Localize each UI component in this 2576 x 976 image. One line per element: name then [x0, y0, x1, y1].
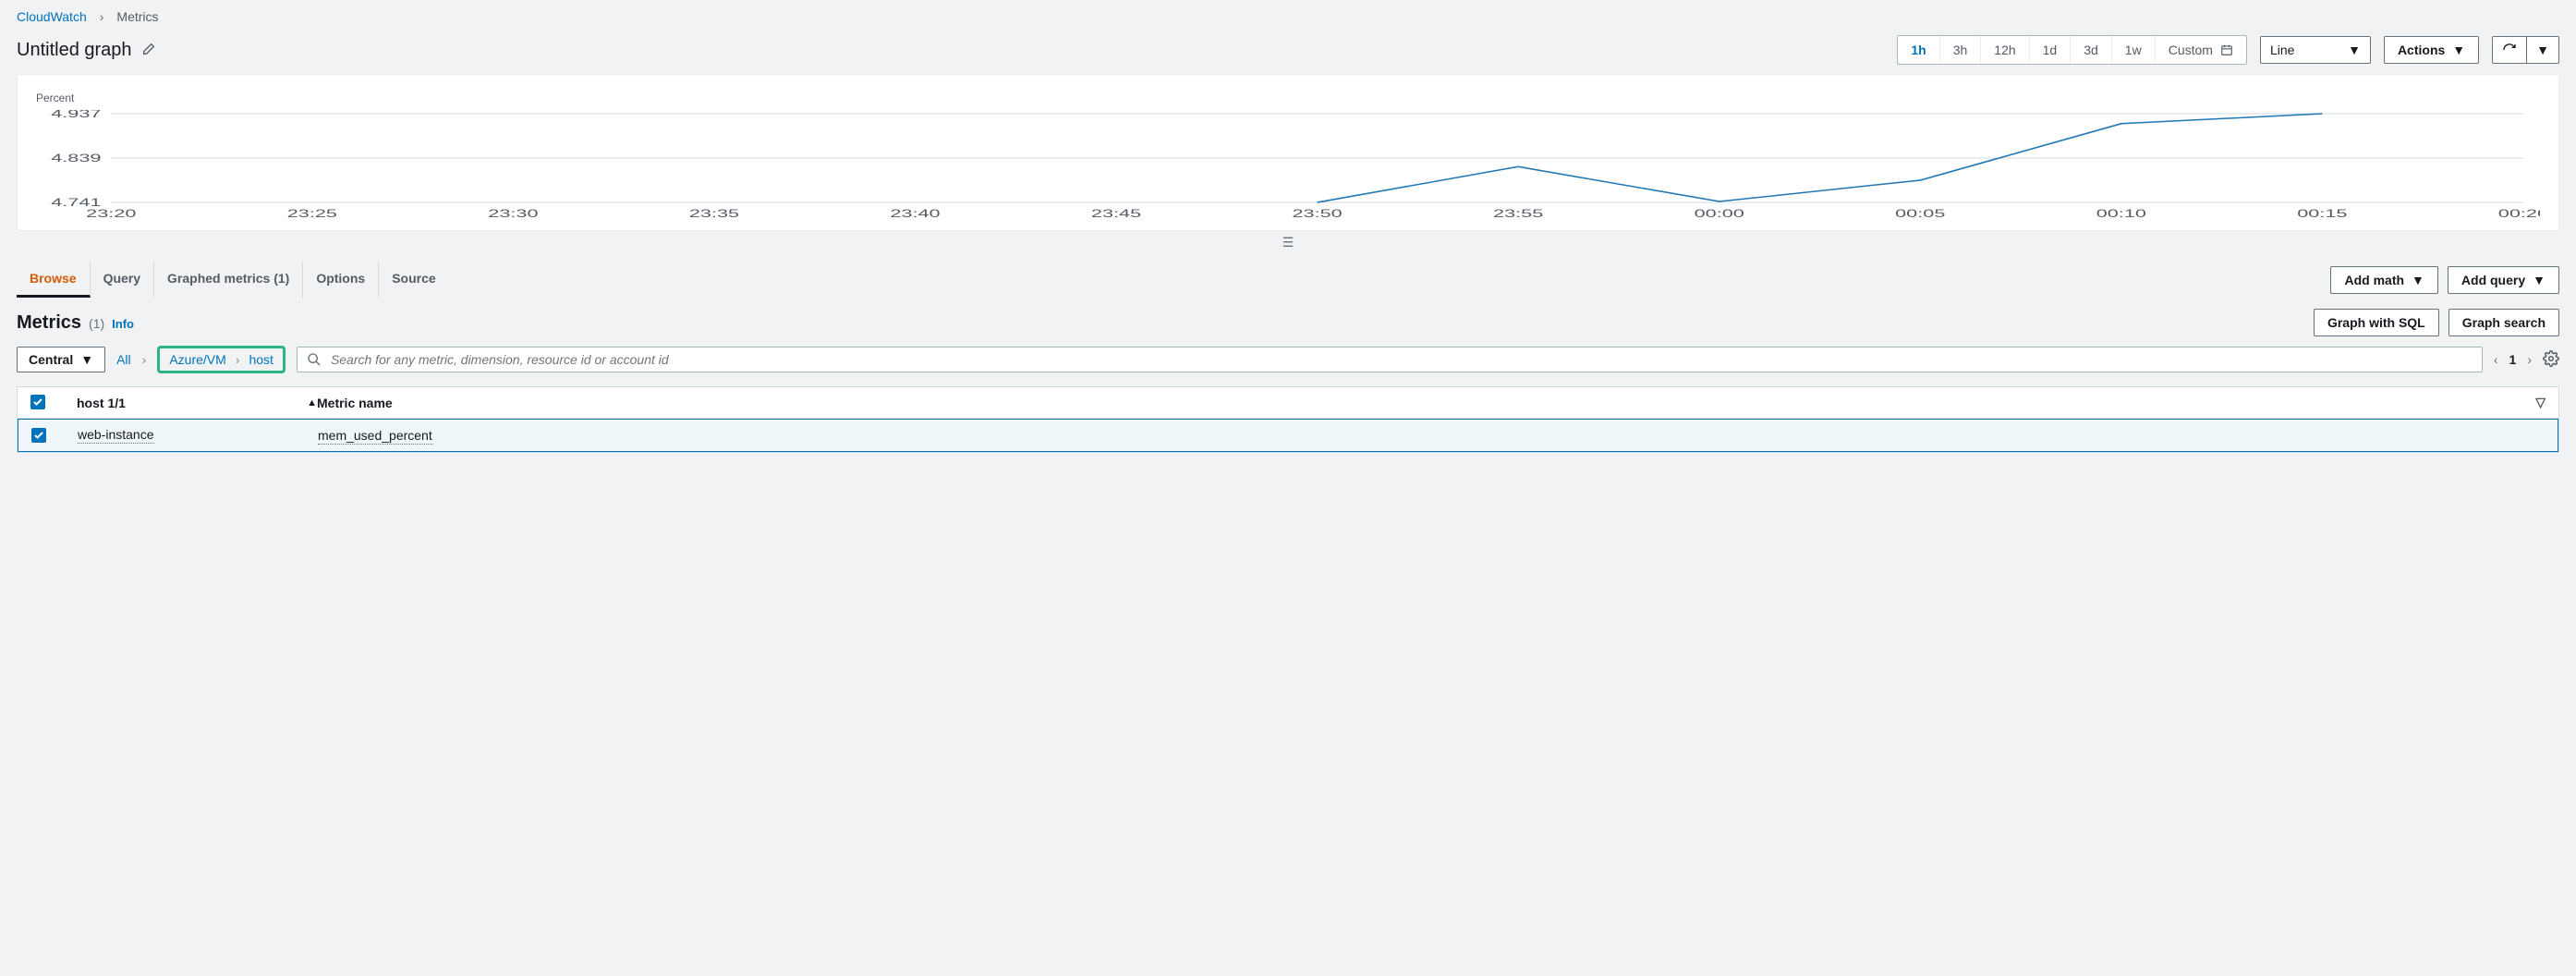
range-1w[interactable]: 1w — [2112, 36, 2156, 64]
refresh-menu-button[interactable]: ▼ — [2526, 36, 2559, 64]
column-host[interactable]: host 1/1 ▲ — [77, 396, 317, 410]
metrics-title: Metrics — [17, 312, 81, 334]
svg-text:00:00: 00:00 — [1695, 207, 1745, 220]
tab-options[interactable]: Options — [303, 262, 379, 298]
column-metric[interactable]: Metric name — [317, 396, 2518, 410]
svg-text:00:10: 00:10 — [2096, 207, 2147, 220]
svg-text:23:30: 23:30 — [488, 207, 539, 220]
graph-sql-button[interactable]: Graph with SQL — [2314, 309, 2439, 336]
chevron-right-icon: › — [100, 9, 104, 24]
namespace-link[interactable]: Azure/VM — [169, 352, 225, 367]
region-label: Central — [29, 352, 73, 367]
search-field[interactable] — [297, 347, 2483, 372]
caret-down-icon: ▼ — [2412, 273, 2424, 287]
table-row[interactable]: web-instance mem_used_percent — [18, 419, 2558, 452]
range-12h[interactable]: 12h — [1981, 36, 2029, 64]
svg-text:00:20: 00:20 — [2498, 207, 2540, 220]
next-page[interactable]: › — [2527, 352, 2532, 367]
region-select[interactable]: Central ▼ — [17, 347, 105, 372]
all-link[interactable]: All — [116, 352, 131, 367]
svg-text:23:40: 23:40 — [890, 207, 941, 220]
caret-down-icon: ▼ — [80, 352, 93, 367]
range-3h[interactable]: 3h — [1940, 36, 1982, 64]
column-menu-icon[interactable]: ▽ — [2518, 395, 2546, 410]
line-chart[interactable]: 4.9374.8394.74123:2023:2523:3023:3523:40… — [36, 110, 2540, 221]
page-number: 1 — [2509, 352, 2517, 367]
svg-text:23:35: 23:35 — [689, 207, 739, 220]
add-query-label: Add query — [2461, 273, 2525, 287]
gear-icon[interactable] — [2543, 350, 2559, 370]
range-1d[interactable]: 1d — [2030, 36, 2072, 64]
breadcrumb-current: Metrics — [116, 9, 158, 24]
row-checkbox[interactable] — [31, 428, 46, 443]
chart-type-select[interactable]: Line ▼ — [2260, 36, 2371, 64]
prev-page[interactable]: ‹ — [2494, 352, 2498, 367]
svg-text:23:25: 23:25 — [287, 207, 337, 220]
select-all-checkbox[interactable] — [30, 395, 45, 409]
svg-text:23:20: 23:20 — [86, 207, 137, 220]
namespace-breadcrumb: Azure/VM › host — [157, 346, 286, 373]
svg-text:23:45: 23:45 — [1091, 207, 1141, 220]
range-1h[interactable]: 1h — [1898, 36, 1939, 64]
svg-text:00:05: 00:05 — [1895, 207, 1945, 220]
tab-query[interactable]: Query — [91, 262, 154, 298]
svg-text:4.937: 4.937 — [51, 110, 101, 120]
chevron-right-icon: › — [236, 352, 240, 367]
range-3d[interactable]: 3d — [2071, 36, 2112, 64]
range-custom[interactable]: Custom — [2156, 36, 2246, 64]
caret-down-icon: ▼ — [2348, 43, 2361, 57]
breadcrumb: CloudWatch › Metrics — [17, 9, 2559, 24]
graph-search-button[interactable]: Graph search — [2448, 309, 2559, 336]
caret-down-icon: ▼ — [2452, 43, 2465, 57]
svg-text:00:15: 00:15 — [2297, 207, 2347, 220]
y-axis-label: Percent — [36, 92, 2540, 104]
actions-button[interactable]: Actions ▼ — [2384, 36, 2479, 64]
tab-browse[interactable]: Browse — [17, 262, 91, 298]
calendar-icon — [2220, 43, 2233, 56]
tab-source[interactable]: Source — [379, 262, 448, 298]
svg-text:23:50: 23:50 — [1292, 207, 1343, 220]
dimension-link[interactable]: host — [249, 352, 273, 367]
pager: ‹ 1 › — [2494, 352, 2532, 367]
metrics-table: host 1/1 ▲ Metric name ▽ web-instance mem… — [17, 386, 2559, 453]
add-query-button[interactable]: Add query ▼ — [2448, 266, 2559, 294]
breadcrumb-root[interactable]: CloudWatch — [17, 9, 87, 24]
refresh-button[interactable] — [2492, 36, 2526, 64]
actions-label: Actions — [2398, 43, 2445, 57]
svg-text:4.839: 4.839 — [51, 152, 101, 165]
caret-down-icon: ▼ — [2536, 43, 2549, 57]
svg-text:23:55: 23:55 — [1493, 207, 1543, 220]
add-math-label: Add math — [2344, 273, 2404, 287]
info-link[interactable]: Info — [112, 317, 134, 331]
caret-down-icon: ▼ — [2533, 273, 2546, 287]
time-range-group: 1h3h12h1d3d1wCustom — [1897, 35, 2247, 65]
chevron-right-icon: › — [142, 352, 147, 367]
chart-type-label: Line — [2270, 43, 2294, 57]
resize-handle[interactable]: ☰ — [17, 231, 2559, 254]
chart-card: Percent 4.9374.8394.74123:2023:2523:3023… — [17, 74, 2559, 231]
row-host: web-instance — [78, 427, 154, 444]
edit-icon[interactable] — [141, 42, 156, 59]
sort-asc-icon: ▲ — [307, 397, 317, 409]
table-header: host 1/1 ▲ Metric name ▽ — [18, 387, 2558, 419]
add-math-button[interactable]: Add math ▼ — [2330, 266, 2437, 294]
search-input[interactable] — [331, 352, 2473, 367]
search-icon — [307, 352, 322, 367]
metrics-count: (1) — [89, 316, 104, 331]
tab-graphed-metrics-1-[interactable]: Graphed metrics (1) — [154, 262, 303, 298]
tabs: BrowseQueryGraphed metrics (1)OptionsSou… — [17, 262, 449, 298]
graph-title[interactable]: Untitled graph — [17, 40, 132, 61]
row-metric: mem_used_percent — [318, 428, 432, 445]
